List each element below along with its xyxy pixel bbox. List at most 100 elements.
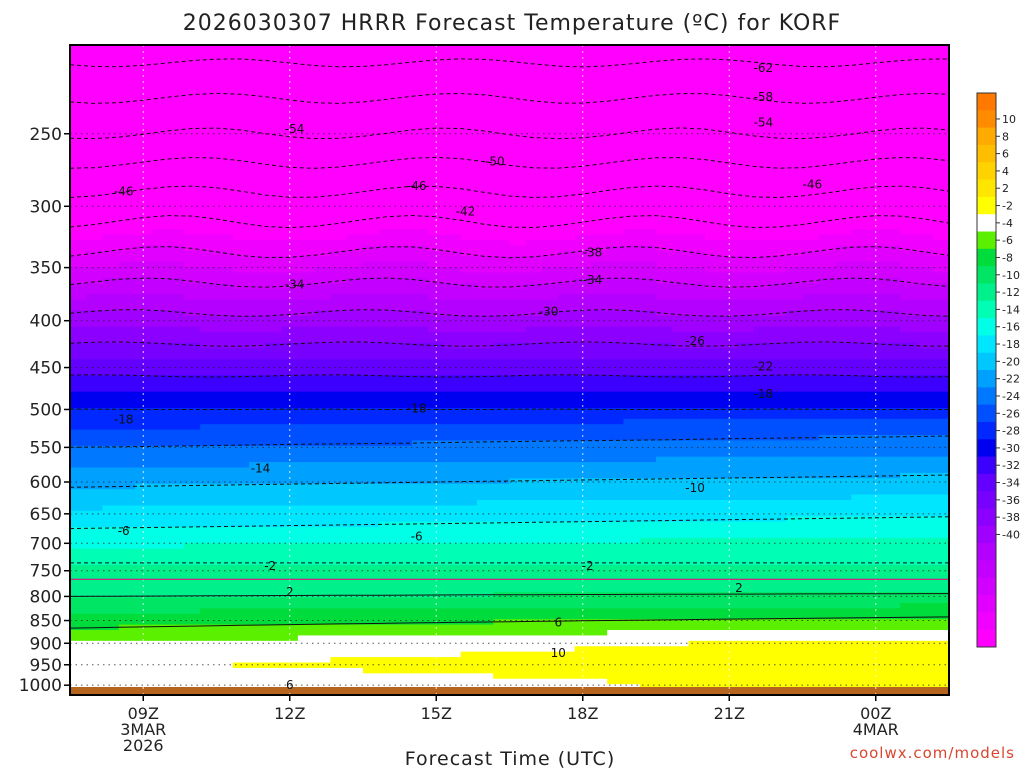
- contour-label: -14: [251, 462, 271, 476]
- colorbar-swatch: [977, 577, 996, 596]
- contour-label: 6: [554, 615, 562, 629]
- y-tick-label: 950: [30, 656, 62, 676]
- colorbar-swatch: [977, 300, 996, 319]
- x-tick-label: 2026: [123, 736, 164, 755]
- y-tick-label: 750: [30, 562, 62, 582]
- colorbar-tick-label: -2: [1002, 200, 1013, 213]
- contour-label: -62: [754, 61, 774, 75]
- colorbar-tick-label: -4: [1002, 217, 1013, 230]
- contour-label: -10: [685, 481, 705, 495]
- credit-text: coolwx.com/models: [850, 744, 1015, 762]
- colorbar-swatch: [977, 318, 996, 336]
- contour-label: -34: [583, 273, 603, 287]
- colorbar-swatch: [977, 456, 996, 475]
- colorbar-swatch: [977, 508, 996, 527]
- colorbar-swatch: [977, 283, 996, 302]
- contour-label: -50: [485, 154, 505, 168]
- colorbar-swatch: [977, 387, 996, 406]
- colorbar-swatch: [977, 144, 996, 163]
- colorbar-swatch: [977, 162, 996, 181]
- colorbar-swatch: [977, 629, 996, 648]
- colorbar-swatch: [977, 248, 996, 267]
- colorbar-swatch: [977, 335, 996, 354]
- colorbar-swatch: [977, 543, 996, 561]
- x-tick-label: 18Z: [567, 704, 598, 723]
- x-tick-label: 21Z: [714, 704, 745, 723]
- colorbar-swatch: [977, 473, 996, 492]
- colorbar-tick-label: 6: [1002, 148, 1009, 161]
- colorbar-tick-label: -36: [1002, 494, 1020, 507]
- contour-label: 10: [551, 646, 566, 660]
- colorbar-tick-label: -18: [1002, 338, 1020, 351]
- y-axis: 2503003504004505005506006507007508008509…: [19, 125, 70, 696]
- colorbar-tick-label: -12: [1002, 286, 1020, 299]
- colorbar-swatch: [977, 439, 996, 458]
- y-tick-label: 550: [30, 438, 62, 458]
- plot-frame: [69, 44, 950, 696]
- colorbar-tick-label: -6: [1002, 234, 1013, 247]
- colorbar-tick-label: -32: [1002, 459, 1020, 472]
- contour-label: -18: [407, 402, 427, 416]
- contour-lines: [69, 58, 950, 629]
- colorbar-tick-label: -28: [1002, 425, 1020, 438]
- colorbar-tick-label: -22: [1002, 373, 1020, 386]
- colorbar-tick-label: -8: [1002, 251, 1013, 264]
- colorbar-swatch: [977, 491, 996, 509]
- colorbar-tick-label: -34: [1002, 477, 1020, 490]
- colorbar-swatch: [977, 595, 996, 613]
- y-tick-label: 850: [30, 612, 62, 632]
- colorbar-tick-label: -40: [1002, 528, 1020, 541]
- colorbar-tick-label: -38: [1002, 511, 1020, 524]
- contour-label: -22: [754, 360, 774, 374]
- contour-label: -34: [285, 277, 305, 291]
- contour-label: -46: [802, 178, 822, 192]
- y-tick-label: 700: [30, 534, 62, 554]
- colorbar-tick-label: -24: [1002, 390, 1020, 403]
- contour-label: -46: [114, 184, 134, 198]
- colorbar-tick-label: 2: [1002, 182, 1009, 195]
- y-tick-label: 900: [30, 634, 62, 654]
- y-tick-label: 500: [30, 400, 62, 420]
- chart-title: 2026030307 HRRR Forecast Temperature (ºC…: [183, 11, 841, 36]
- contour-labels: -62-58-54 -54-50-46 -46 -46-42-38-34 -34-30-…: [114, 61, 822, 692]
- colorbar-swatch: [977, 352, 996, 371]
- y-tick-label: 400: [30, 312, 62, 332]
- grid-lines: [70, 45, 949, 695]
- x-tick-label: 00Z: [860, 704, 891, 723]
- contour-label: -42: [456, 205, 476, 219]
- contour-label: -46: [407, 179, 427, 193]
- colorbar-swatch: [977, 179, 996, 198]
- y-tick-label: 1000: [19, 676, 62, 696]
- y-tick-label: 300: [30, 197, 62, 217]
- colorbar-swatch: [977, 93, 996, 111]
- colorbar-swatch: [977, 560, 996, 579]
- colorbar-tick-label: -16: [1002, 321, 1020, 334]
- colorbar-swatch: [977, 110, 996, 129]
- colorbar-swatch: [977, 127, 996, 146]
- y-tick-label: 600: [30, 473, 62, 493]
- contour-label: -18: [754, 387, 774, 401]
- colorbar-tick-label: 4: [1002, 165, 1009, 178]
- x-tick-label: 3MAR: [120, 720, 166, 739]
- colorbar-tick-label: -20: [1002, 355, 1020, 368]
- contour-label: 2: [286, 585, 294, 599]
- contour-label: -18: [114, 413, 134, 427]
- contour-label: -2: [264, 559, 276, 573]
- colorbar-swatch: [977, 196, 996, 215]
- contour-label: -58: [754, 90, 774, 104]
- x-tick-label: 15Z: [421, 704, 452, 723]
- contour-label: -2: [582, 559, 594, 573]
- colorbar-swatch: [977, 421, 996, 440]
- x-axis-label: Forecast Time (UTC): [405, 748, 615, 768]
- contour-label: -6: [411, 529, 423, 543]
- x-tick-label: 09Z: [128, 704, 159, 723]
- colorbar-tick-label: -30: [1002, 442, 1020, 455]
- contour-label: 6: [286, 678, 294, 692]
- y-tick-label: 350: [30, 259, 62, 279]
- colorbar: 10 8 6 4 2 -2 -4 -6 -8 -10 -12 -14 -16 -18 -20 -22 -24 -2…: [976, 92, 1020, 648]
- y-tick-label: 250: [30, 125, 62, 145]
- colorbar-swatch: [977, 370, 996, 388]
- y-tick-label: 800: [30, 587, 62, 607]
